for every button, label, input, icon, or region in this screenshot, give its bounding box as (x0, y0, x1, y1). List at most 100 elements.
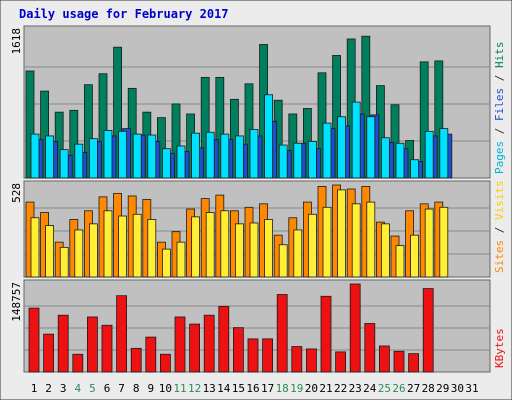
x-tick-label-1: 1 (31, 382, 38, 395)
bar-sites-28 (424, 208, 434, 278)
x-tick-label-30: 30 (451, 382, 464, 395)
bar-sites-11 (176, 241, 186, 278)
bar-pages-10 (161, 148, 171, 179)
x-tick-label-14: 14 (217, 382, 231, 395)
x-tick-label-26: 26 (392, 382, 405, 395)
bar-kbytes-11 (174, 316, 186, 373)
series-label-word: / (493, 128, 506, 141)
bar-hits-7 (113, 46, 122, 179)
bar-sites-20 (307, 213, 317, 278)
bar-pages-29 (439, 128, 449, 179)
panel-kbytes: 148757 KBytes (10, 279, 506, 373)
x-tick-label-17: 17 (261, 382, 274, 395)
bar-kbytes-8 (130, 347, 142, 373)
x-tick-label-19: 19 (290, 382, 303, 395)
bar-sites-8 (132, 213, 142, 278)
bar-pages-7 (118, 130, 127, 179)
bar-pages-19 (293, 142, 303, 179)
bar-kbytes-26 (393, 350, 405, 373)
x-tick-label-13: 13 (203, 382, 216, 395)
bar-sites-13 (205, 212, 215, 278)
x-tick-label-20: 20 (305, 382, 318, 395)
bar-pages-26 (395, 142, 405, 179)
bar-kbytes-22 (335, 351, 347, 373)
bar-pages-21 (322, 122, 332, 179)
bar-kbytes-19 (291, 346, 303, 373)
bar-pages-15 (234, 135, 244, 179)
bar-hits-26 (390, 104, 400, 179)
bar-kbytes-23 (349, 283, 361, 373)
bar-kbytes-6 (101, 324, 113, 373)
bar-kbytes-10 (159, 353, 171, 373)
bar-sites-12 (191, 216, 201, 278)
panel-series-label: Pages / Files / Hits (493, 42, 506, 175)
x-tick-label-25: 25 (378, 382, 391, 395)
bar-kbytes-25 (378, 345, 390, 373)
x-tick-label-3: 3 (60, 382, 67, 395)
x-tick-label-10: 10 (159, 382, 172, 395)
bar-sites-15 (234, 223, 244, 278)
bar-sites-27 (410, 234, 420, 278)
bar-sites-22 (337, 189, 347, 278)
bar-kbytes-5 (87, 316, 98, 373)
bar-sites-17 (264, 219, 274, 278)
x-tick-label-16: 16 (246, 382, 259, 395)
bar-kbytes-18 (276, 294, 288, 373)
bar-kbytes-14 (218, 305, 230, 373)
panel-series-label: Sites / Visits (493, 180, 506, 273)
bar-pages-8 (132, 133, 142, 179)
bar-sites-6 (103, 210, 113, 278)
x-tick-label-18: 18 (276, 382, 289, 395)
bar-pages-3 (59, 149, 69, 179)
bar-hits-14 (215, 76, 225, 179)
x-tick-label-29: 29 (436, 382, 449, 395)
bar-kbytes-1 (28, 307, 40, 373)
bar-sites-25 (380, 223, 390, 278)
bar-sites-26 (395, 245, 405, 278)
bar-kbytes-13 (203, 314, 215, 373)
panel-visits-sites: 528 Sites / Visits (10, 180, 506, 278)
series-label-word: / (493, 75, 506, 88)
bar-sites-2 (45, 225, 54, 278)
series-label-word: Files (493, 88, 506, 128)
series-label-word: / (493, 227, 506, 240)
x-tick-label-22: 22 (334, 382, 347, 395)
series-label-word: Visits (493, 180, 506, 226)
bar-pages-13 (205, 131, 215, 179)
x-tick-label-31: 31 (465, 382, 478, 395)
bar-sites-19 (293, 229, 303, 278)
panel-pages-files-hits: 1618 Pages / Files / Hits (10, 25, 506, 179)
x-tick-label-21: 21 (319, 382, 332, 395)
x-tick-label-12: 12 (188, 382, 201, 395)
bar-sites-14 (220, 210, 230, 278)
bar-pages-14 (220, 133, 230, 179)
x-tick-label-5: 5 (89, 382, 96, 395)
bar-pages-5 (89, 138, 98, 179)
bar-hits-13 (200, 76, 210, 179)
bar-kbytes-17 (262, 338, 274, 373)
bar-kbytes-27 (408, 353, 420, 373)
bar-hits-1 (25, 70, 35, 179)
x-tick-label-23: 23 (349, 382, 362, 395)
bar-kbytes-4 (72, 353, 84, 373)
bar-pages-1 (30, 133, 40, 179)
bar-sites-18 (278, 244, 288, 278)
bar-sites-3 (59, 246, 69, 278)
bar-hits-28 (419, 61, 429, 179)
bar-hits-11 (171, 103, 181, 179)
series-label-word: Hits (493, 42, 506, 75)
bar-pages-23 (351, 101, 361, 179)
bar-kbytes-16 (247, 338, 259, 373)
bar-sites-4 (74, 229, 84, 278)
x-tick-label-9: 9 (147, 382, 154, 395)
series-label-word: Pages (493, 141, 506, 174)
x-tick-label-15: 15 (232, 382, 245, 395)
bar-pages-2 (45, 135, 54, 179)
bar-sites-1 (30, 217, 40, 278)
panel-max-label: 528 (10, 183, 23, 203)
bar-kbytes-7 (116, 295, 127, 373)
bar-kbytes-9 (145, 336, 157, 373)
chart-title: Daily usage for February 2017 (19, 7, 229, 21)
bar-kbytes-21 (320, 295, 332, 373)
bar-pages-16 (249, 129, 259, 179)
